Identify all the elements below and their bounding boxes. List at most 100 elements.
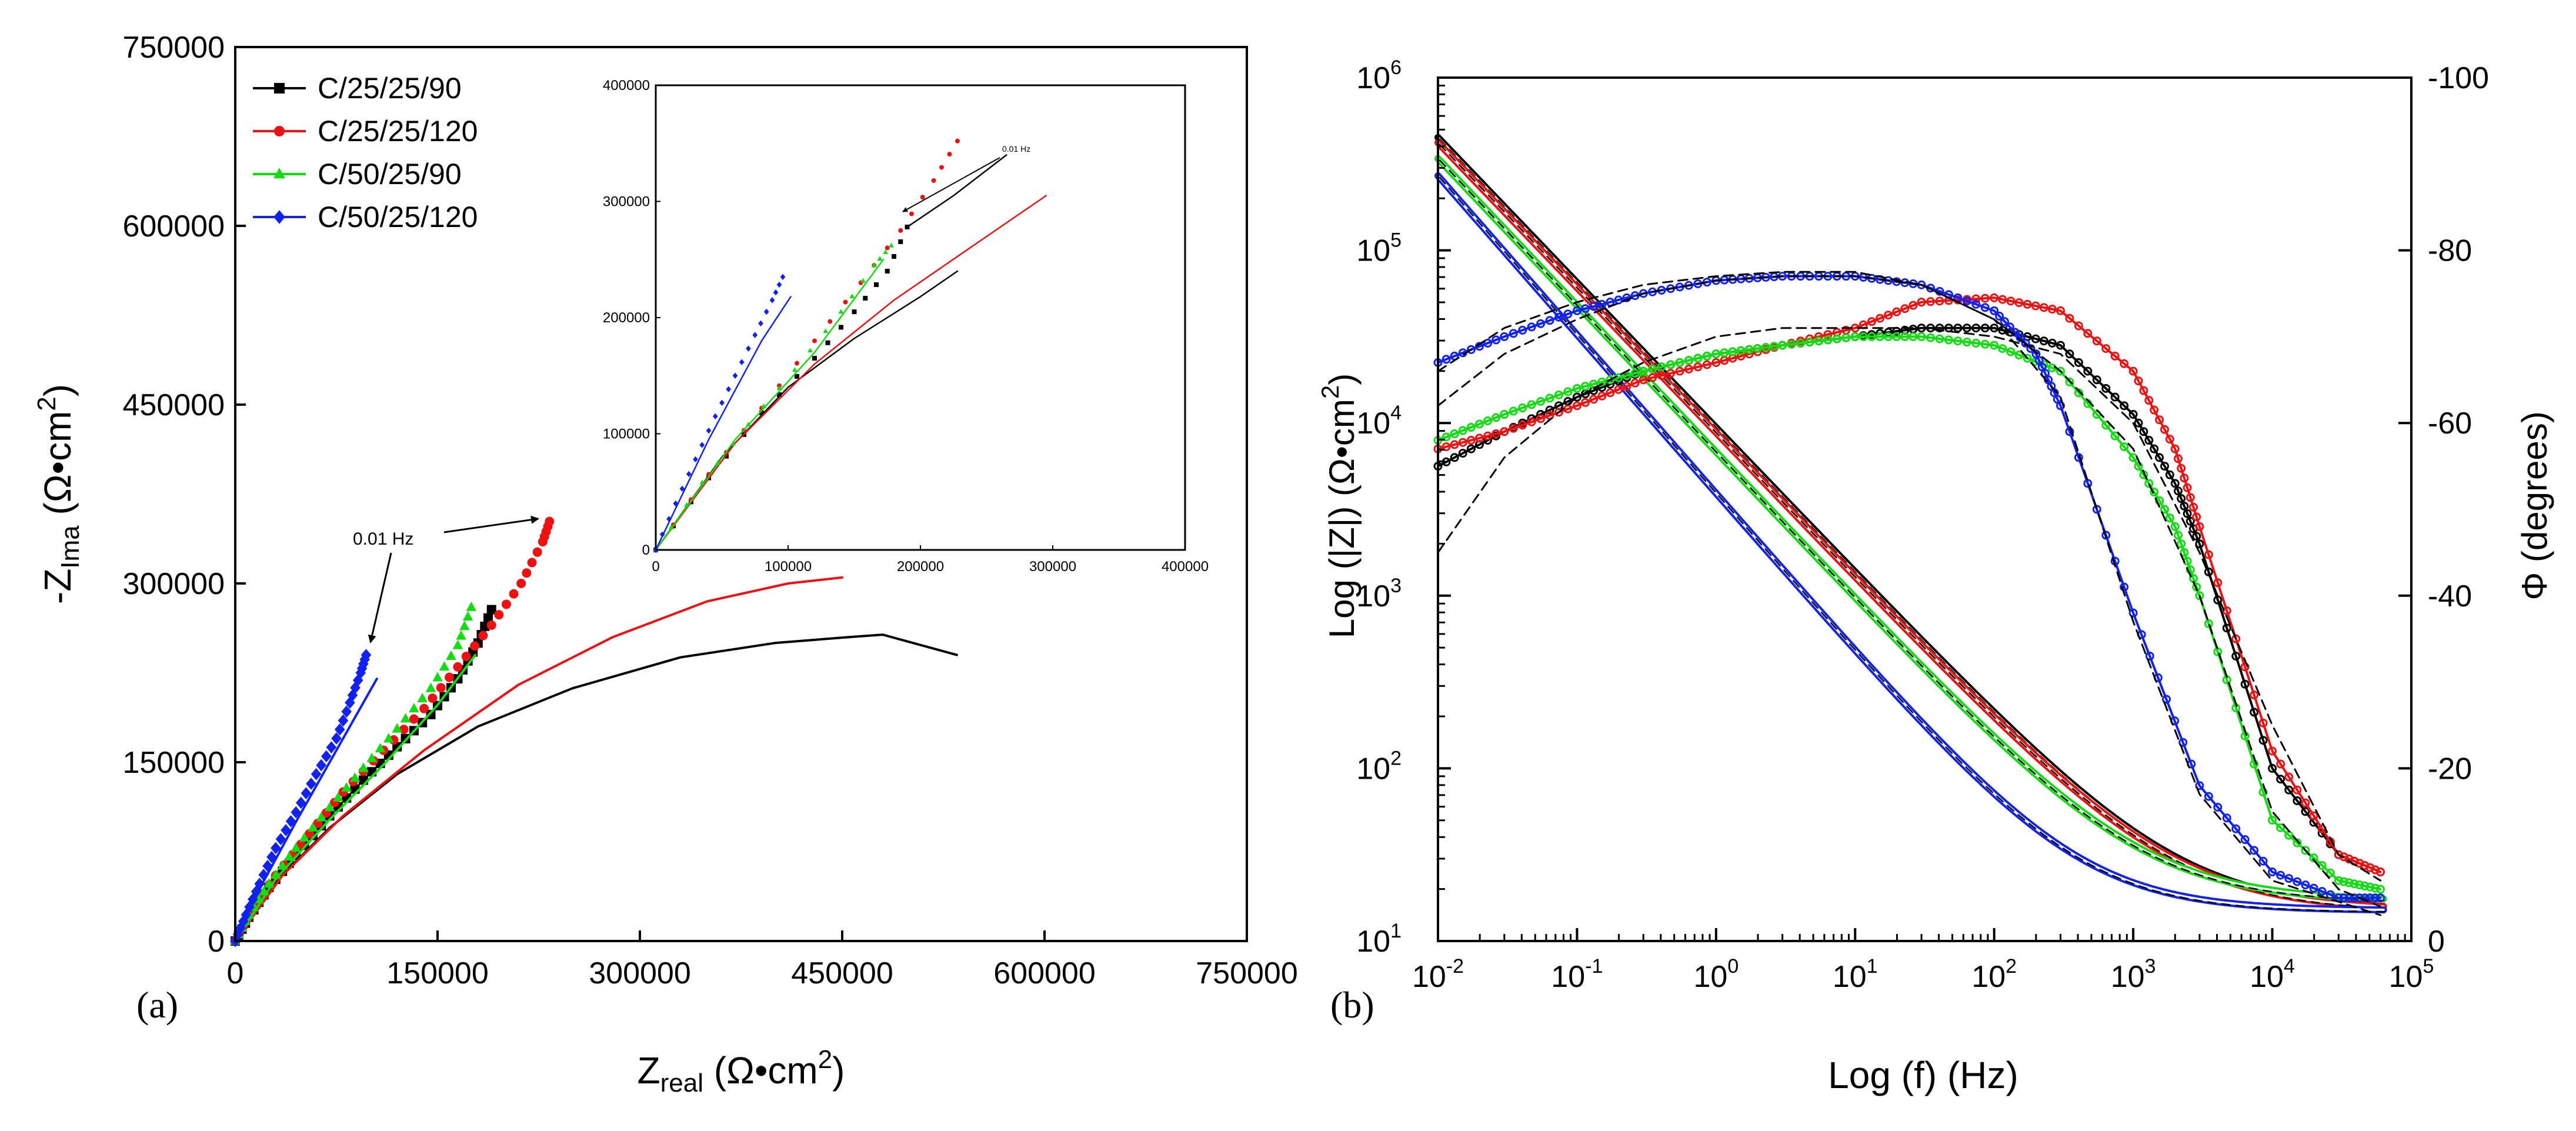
- bode-x-axis-label: Log (f) (Hz): [1828, 1054, 2018, 1096]
- bode-phase-point: [2023, 299, 2032, 309]
- inset-data-point: [668, 525, 674, 530]
- bode-phase-point: [1693, 353, 1703, 363]
- bode-phase-point: [1500, 410, 1509, 419]
- bode-phase-point: [1563, 309, 1573, 319]
- bode-y-right-tick-label: -100: [2428, 61, 2489, 95]
- bode-phase-point: [1995, 312, 2004, 321]
- bode-phase-point: [1491, 413, 1501, 422]
- inset-data-point: [931, 178, 936, 183]
- bode-phase-point: [1466, 436, 1476, 445]
- bode-phase-point: [2178, 738, 2188, 747]
- bode-phase-point: [2139, 386, 2148, 395]
- bode-ticks: 10-2 10-1 100 101 102 103 104 105 101 102 103 104 10…: [1356, 56, 2489, 994]
- bode-plot-frame: [1437, 76, 2413, 942]
- nyquist-data-point: [462, 611, 473, 621]
- nyquist-y-tick-label: 0: [208, 925, 225, 959]
- bode-phase-point: [2155, 453, 2164, 462]
- bode-phase-point: [1657, 371, 1666, 380]
- inset-data-point: [739, 359, 745, 365]
- bode-phase-point: [1962, 296, 1971, 306]
- nyquist-data-point: [333, 792, 343, 802]
- bode-phase-point: [2195, 522, 2204, 531]
- inset-data-point: [780, 273, 786, 281]
- bode-phase-point: [1935, 323, 1944, 333]
- bode-phase-point: [1980, 339, 1990, 349]
- bode-phase-point: [1736, 351, 1746, 361]
- nyquist-data-point: [445, 672, 455, 682]
- nyquist-data-point: [545, 516, 555, 526]
- inset-data-point: [752, 332, 758, 338]
- bode-phase-point: [1944, 335, 1953, 345]
- bode-phase-point: [1711, 358, 1721, 367]
- nyquist-data-point: [331, 732, 342, 745]
- nyquist-data-point: [446, 650, 456, 660]
- nyquist-data-point: [345, 696, 355, 709]
- bode-phase-point: [2231, 634, 2241, 643]
- bode-phase-point: [2376, 885, 2385, 894]
- nyquist-data-point: [417, 692, 428, 702]
- nyquist-data-point: [459, 620, 470, 630]
- bode-phase-point: [2258, 736, 2268, 745]
- bode-phase-point: [2056, 341, 2066, 350]
- bode-phase-point: [1500, 427, 1509, 436]
- nyquist-inset: 0 100000 200000 300000 400000 0 100000 200000 30…: [603, 78, 1209, 575]
- bode-phase-point: [1702, 351, 1711, 361]
- bode-phase-point: [1876, 313, 1885, 323]
- legend-marker: [273, 168, 285, 179]
- bode-phase-point: [1832, 334, 1841, 343]
- bode-phase-point: [1491, 429, 1501, 439]
- nyquist-data-point: [456, 630, 466, 640]
- bode-y-right-tick-label: -60: [2428, 406, 2472, 441]
- bode-phase-point: [2222, 813, 2231, 823]
- bode-phase-point: [2150, 405, 2159, 415]
- bode-phase-point: [1518, 325, 1527, 335]
- bode-plot-area: [1433, 134, 2387, 916]
- bode-y-left-tick-label: 104: [1356, 402, 1402, 441]
- inset-data-point: [763, 308, 769, 315]
- bode-phase-point: [2371, 883, 2380, 893]
- inset-plot-area: [653, 138, 1047, 553]
- nyquist-data-point: [478, 630, 488, 640]
- bode-phase-point: [2195, 781, 2204, 790]
- inset-data-point: [883, 249, 889, 254]
- bode-phase-point: [2276, 759, 2285, 769]
- annotation-0-01hz: 0.01 Hz: [353, 529, 413, 549]
- nyquist-data-point: [271, 869, 281, 879]
- inset-data-point: [759, 410, 764, 415]
- nyquist-data-point: [258, 869, 269, 881]
- bode-phase-point: [1778, 341, 1787, 350]
- nyquist-data-point: [501, 599, 511, 609]
- bode-phase-point: [2325, 868, 2335, 878]
- bode-phase-point: [2376, 893, 2385, 903]
- bode-phase-point: [1711, 349, 1721, 359]
- bode-phase-point: [2301, 846, 2310, 855]
- inset-annotation-0-01hz: 0.01 Hz: [1002, 144, 1030, 154]
- nyquist-data-point: [436, 683, 446, 693]
- nyquist-data-point: [466, 601, 477, 611]
- bode-phase-point: [2083, 366, 2093, 376]
- bode-phase-point: [2110, 431, 2120, 441]
- bode-phase-point: [1545, 405, 1554, 415]
- bode-phase-point: [1935, 296, 1944, 306]
- nyquist-data-point: [232, 928, 243, 941]
- bode-phase-point: [2155, 415, 2164, 425]
- inset-ticks: 0 100000 200000 300000 400000 0 100000 200000 30…: [603, 78, 1209, 575]
- bode-phase-point: [2005, 322, 2014, 332]
- nyquist-data-point: [494, 610, 504, 620]
- bode-phase-point: [2185, 516, 2195, 526]
- nyquist-data-point: [306, 778, 316, 790]
- inset-data-point: [769, 297, 775, 303]
- nyquist-data-point: [334, 723, 345, 736]
- bode-phase-point: [2047, 305, 2057, 314]
- nyquist-x-tick-label: 150000: [386, 956, 489, 990]
- bode-phase-point: [2014, 351, 2024, 360]
- bode-impedance-line-highlight: [1437, 157, 2385, 900]
- bode-phase-point: [2365, 893, 2375, 903]
- nyquist-data-point: [392, 723, 402, 733]
- bode-impedance-fit: [1439, 159, 2386, 902]
- bode-phase-point: [1971, 299, 1981, 309]
- bode-phase-point: [2192, 532, 2201, 541]
- bode-phase-point: [1962, 338, 1971, 347]
- legend-marker: [273, 210, 285, 224]
- inset-data-point: [792, 367, 798, 372]
